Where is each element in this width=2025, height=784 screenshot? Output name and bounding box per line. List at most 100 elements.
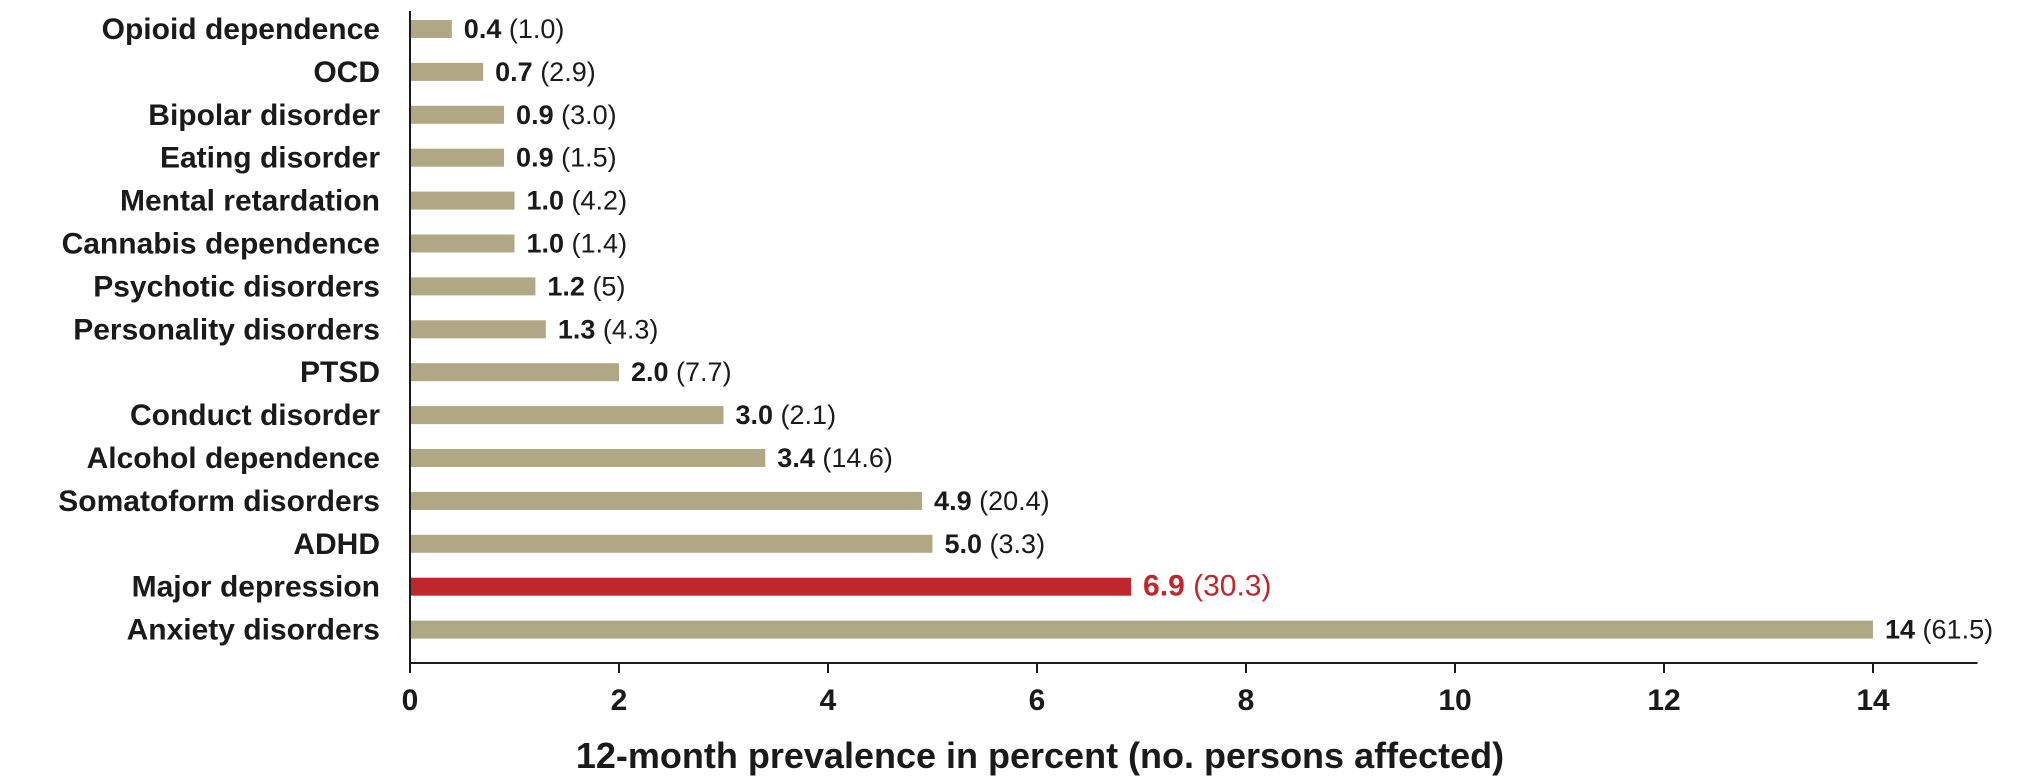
count-label: (3.0) [554,100,617,130]
data-label: 14 (61.5) [1885,615,1993,645]
bar-row: Anxiety disorders 14 (61.5) [127,614,1994,647]
bar-row: Opioid dependence 0.4 (1.0) [102,13,565,46]
bar [410,406,724,425]
count-label: (1.0) [501,14,564,44]
x-axis: 0 2 4 6 8 10 12 14 [402,662,1978,717]
category-label: Cannabis dependence [62,228,380,261]
bar-row: PTSD 2.0 (7.7) [300,356,732,389]
bar [410,234,515,253]
bar-row: Major depression 6.9 (30.3) [132,570,1272,604]
bar-row: ADHD 5.0 (3.3) [293,528,1045,561]
data-label: 3.0 (2.1) [736,400,837,430]
bar [410,449,766,467]
x-axis-ticks: 0 2 4 6 8 10 12 14 [402,663,1890,717]
value-label: 0.9 [516,100,554,130]
count-label: (1.5) [554,143,617,173]
x-tick-label: 8 [1238,684,1255,717]
value-label: 14 [1885,615,1915,645]
value-label: 1.2 [547,271,585,301]
count-label: (7.7) [669,357,732,387]
data-label: 1.3 (4.3) [558,314,659,344]
bar [410,620,1873,639]
category-label: Opioid dependence [102,13,380,46]
bar-row: Psychotic disorders 1.2 (5) [93,270,625,303]
category-label: Major depression [132,571,380,604]
data-label: 1.0 (1.4) [527,229,628,259]
data-label: 0.7 (2.9) [495,57,596,87]
count-label: (2.1) [773,400,836,430]
value-label: 0.4 [464,14,502,44]
count-label: (3.3) [982,529,1045,559]
data-label: 0.9 (1.5) [516,143,617,173]
value-label: 0.7 [495,57,533,87]
value-label: 2.0 [631,357,669,387]
data-label: 1.2 (5) [547,271,625,301]
value-label: 5.0 [945,529,983,559]
bar [410,20,452,38]
data-label: 6.9 (30.3) [1143,570,1271,603]
count-label: (2.9) [533,57,596,87]
x-tick-label: 10 [1438,684,1471,717]
x-tick-label: 6 [1029,684,1046,717]
category-label: Somatoform disorders [58,485,380,518]
data-label: 0.4 (1.0) [464,14,565,44]
category-label: Mental retardation [120,185,380,218]
data-label: 0.9 (3.0) [516,100,617,130]
bars-layer: Opioid dependence 0.4 (1.0) OCD 0.7 (2.9) Bi… [58,13,1993,647]
count-label: (30.3) [1185,570,1272,603]
category-label: Eating disorder [160,142,380,175]
value-label: 3.0 [736,400,774,430]
data-label: 1.0 (4.2) [527,186,628,216]
value-label: 0.9 [516,143,554,173]
x-tick-label: 12 [1647,684,1680,717]
value-label: 6.9 [1143,570,1185,603]
bar-row: Mental retardation 1.0 (4.2) [120,185,627,218]
count-label: (61.5) [1915,615,1993,645]
category-label: Psychotic disorders [93,270,380,303]
count-label: (1.4) [564,229,627,259]
category-label: Bipolar disorder [148,99,380,132]
count-label: (5) [585,271,626,301]
x-tick-label: 4 [820,684,837,717]
category-label: Anxiety disorders [127,614,380,647]
bar [410,277,536,296]
bar-highlight [410,577,1132,596]
bar [410,491,923,510]
x-tick-label: 0 [402,684,419,717]
bar [410,62,484,81]
category-label: PTSD [300,356,380,389]
x-tick-label: 2 [611,684,628,717]
bar [410,148,505,167]
x-tick-label: 14 [1856,684,1890,717]
data-label: 2.0 (7.7) [631,357,732,387]
count-label: (14.6) [815,443,893,473]
category-label: Personality disorders [73,313,380,346]
value-label: 1.0 [527,186,565,216]
bar [410,363,619,382]
bar [410,320,546,339]
count-label: (4.3) [595,314,658,344]
bar [410,191,515,210]
category-label: ADHD [293,528,380,561]
bar [410,534,933,553]
bar-row: Cannabis dependence 1.0 (1.4) [62,228,628,261]
category-label: OCD [313,56,380,89]
bar-row: Somatoform disorders 4.9 (20.4) [58,485,1049,518]
count-label: (4.2) [564,186,627,216]
bar-row: Eating disorder 0.9 (1.5) [160,142,617,175]
value-label: 1.3 [558,314,596,344]
value-label: 4.9 [934,486,972,516]
count-label: (20.4) [972,486,1050,516]
bar-row: Conduct disorder 3.0 (2.1) [130,399,836,432]
bar-row: Bipolar disorder 0.9 (3.0) [148,99,616,132]
data-label: 3.4 (14.6) [777,443,893,473]
value-label: 1.0 [527,229,565,259]
bar [410,105,505,124]
bar-row: Personality disorders 1.3 (4.3) [73,313,658,346]
data-label: 4.9 (20.4) [934,486,1050,516]
bar-row: OCD 0.7 (2.9) [313,56,595,89]
category-label: Alcohol dependence [87,442,380,475]
value-label: 3.4 [777,443,815,473]
x-axis-title: 12-month prevalence in percent (no. pers… [576,735,1504,776]
